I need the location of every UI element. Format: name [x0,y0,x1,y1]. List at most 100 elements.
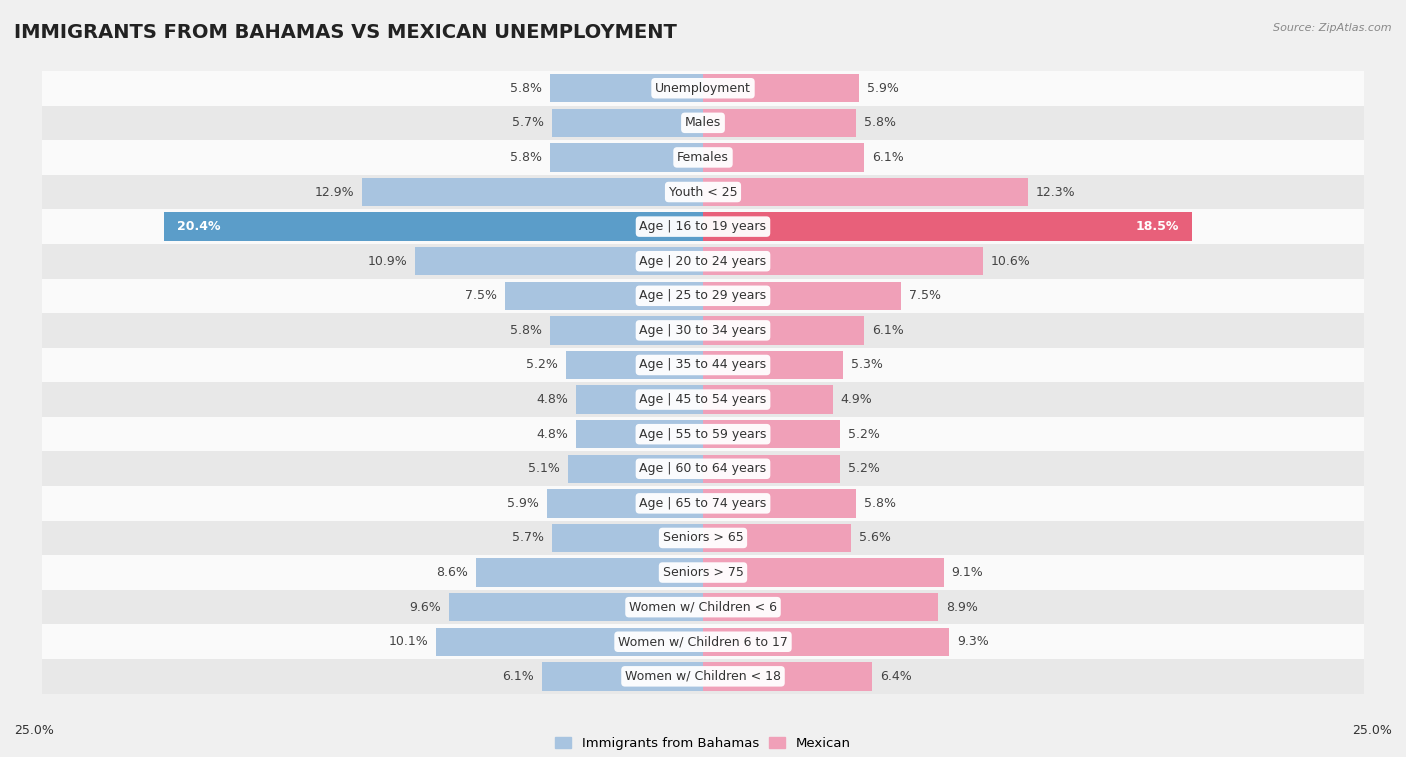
Text: Age | 65 to 74 years: Age | 65 to 74 years [640,497,766,510]
Text: IMMIGRANTS FROM BAHAMAS VS MEXICAN UNEMPLOYMENT: IMMIGRANTS FROM BAHAMAS VS MEXICAN UNEMP… [14,23,676,42]
Bar [703,282,901,310]
Bar [436,628,703,656]
Bar [42,105,1364,140]
Bar [703,628,949,656]
Text: Males: Males [685,117,721,129]
Bar [42,244,1364,279]
Text: 4.8%: 4.8% [536,393,568,406]
Bar [42,140,1364,175]
Text: 4.9%: 4.9% [841,393,872,406]
Text: Age | 55 to 59 years: Age | 55 to 59 years [640,428,766,441]
Bar [550,143,703,172]
Text: 9.3%: 9.3% [956,635,988,648]
Bar [703,74,859,102]
Text: 25.0%: 25.0% [1353,724,1392,737]
Text: 10.9%: 10.9% [367,254,406,268]
Text: Females: Females [678,151,728,164]
Bar [450,593,703,621]
Bar [475,559,703,587]
Bar [553,524,703,552]
Bar [576,420,703,448]
Text: 5.8%: 5.8% [510,151,541,164]
Text: 5.7%: 5.7% [512,531,544,544]
Text: 9.1%: 9.1% [952,566,983,579]
Bar [703,247,983,276]
Bar [576,385,703,414]
Bar [415,247,703,276]
Bar [42,210,1364,244]
Text: 8.6%: 8.6% [436,566,468,579]
Bar [505,282,703,310]
Bar [547,489,703,518]
Text: Women w/ Children < 6: Women w/ Children < 6 [628,600,778,614]
Bar [42,590,1364,625]
Bar [42,521,1364,555]
Text: 6.1%: 6.1% [872,324,904,337]
Bar [565,350,703,379]
Bar [703,350,844,379]
Text: 10.1%: 10.1% [388,635,427,648]
Bar [42,382,1364,417]
Bar [42,313,1364,347]
Bar [703,662,872,690]
Bar [703,213,1192,241]
Text: 5.2%: 5.2% [526,359,558,372]
Bar [703,559,943,587]
Text: 6.1%: 6.1% [502,670,534,683]
Bar [42,659,1364,693]
Text: Unemployment: Unemployment [655,82,751,95]
Text: 5.8%: 5.8% [865,497,896,510]
Text: 6.1%: 6.1% [872,151,904,164]
Text: 20.4%: 20.4% [177,220,221,233]
Text: 12.3%: 12.3% [1036,185,1076,198]
Text: Age | 60 to 64 years: Age | 60 to 64 years [640,463,766,475]
Text: 9.6%: 9.6% [409,600,441,614]
Text: Women w/ Children < 18: Women w/ Children < 18 [626,670,780,683]
Bar [42,625,1364,659]
Bar [703,489,856,518]
Bar [42,555,1364,590]
Bar [42,71,1364,105]
Bar [703,593,938,621]
Text: 8.9%: 8.9% [946,600,979,614]
Text: 5.7%: 5.7% [512,117,544,129]
Bar [703,420,841,448]
Text: 7.5%: 7.5% [465,289,496,302]
Text: 5.9%: 5.9% [868,82,898,95]
Text: Source: ZipAtlas.com: Source: ZipAtlas.com [1274,23,1392,33]
Text: 4.8%: 4.8% [536,428,568,441]
Bar [568,455,703,483]
Text: Seniors > 75: Seniors > 75 [662,566,744,579]
Text: Age | 20 to 24 years: Age | 20 to 24 years [640,254,766,268]
Text: 5.9%: 5.9% [508,497,538,510]
Text: 5.1%: 5.1% [529,463,560,475]
Text: 18.5%: 18.5% [1136,220,1178,233]
Legend: Immigrants from Bahamas, Mexican: Immigrants from Bahamas, Mexican [550,731,856,755]
Text: Seniors > 65: Seniors > 65 [662,531,744,544]
Bar [703,143,865,172]
Text: 6.4%: 6.4% [880,670,912,683]
Text: 25.0%: 25.0% [14,724,53,737]
Text: 5.8%: 5.8% [510,82,541,95]
Text: Age | 30 to 34 years: Age | 30 to 34 years [640,324,766,337]
Text: 5.8%: 5.8% [865,117,896,129]
Text: Age | 25 to 29 years: Age | 25 to 29 years [640,289,766,302]
Text: 5.3%: 5.3% [851,359,883,372]
Bar [541,662,703,690]
Text: 5.2%: 5.2% [848,428,880,441]
Bar [703,455,841,483]
Text: 12.9%: 12.9% [315,185,354,198]
Text: 5.6%: 5.6% [859,531,891,544]
Bar [550,74,703,102]
Bar [163,213,703,241]
Bar [703,316,865,344]
Bar [703,178,1028,206]
Text: Youth < 25: Youth < 25 [669,185,737,198]
Text: 5.2%: 5.2% [848,463,880,475]
Bar [703,524,851,552]
Bar [42,486,1364,521]
Text: 5.8%: 5.8% [510,324,541,337]
Text: Age | 16 to 19 years: Age | 16 to 19 years [640,220,766,233]
Bar [42,347,1364,382]
Text: 10.6%: 10.6% [991,254,1031,268]
